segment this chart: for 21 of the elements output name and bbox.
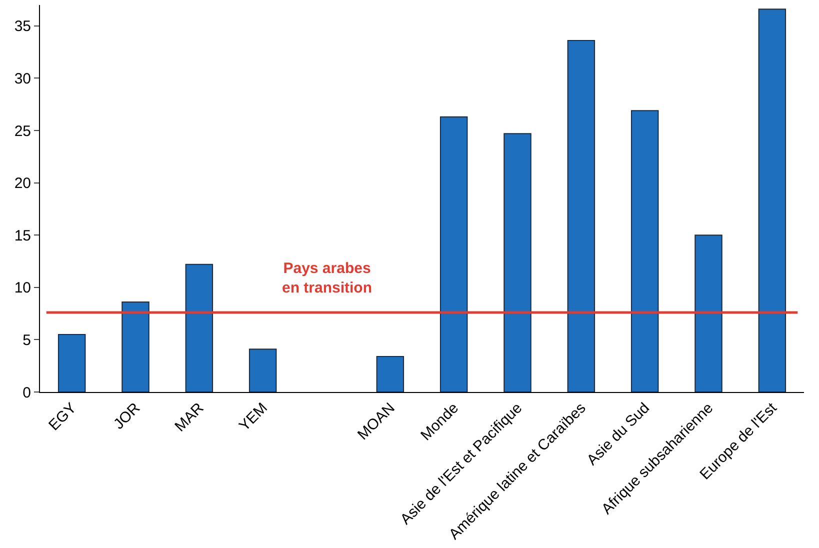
y-tick-label: 30 [14,70,31,88]
x-tick-label: JOR [110,399,144,433]
ref-line-label: Pays arabes en transition [282,260,372,296]
bar [376,356,404,392]
bar [694,234,722,392]
y-tick-label: 0 [22,384,31,402]
y-tick-label: 15 [14,227,31,244]
bar [440,116,468,392]
bar [630,110,659,392]
bar [248,348,277,392]
bar [758,8,786,392]
y-tick-label: 5 [22,332,31,349]
y-tick-label: 35 [14,18,31,36]
bar [122,302,150,392]
bar [504,133,532,392]
y-tick-label: 25 [14,122,31,140]
y-tick-label: 20 [14,175,31,192]
bar [567,40,596,392]
bar [58,334,86,392]
bar [185,264,214,392]
y-tick-label: 10 [14,280,31,297]
